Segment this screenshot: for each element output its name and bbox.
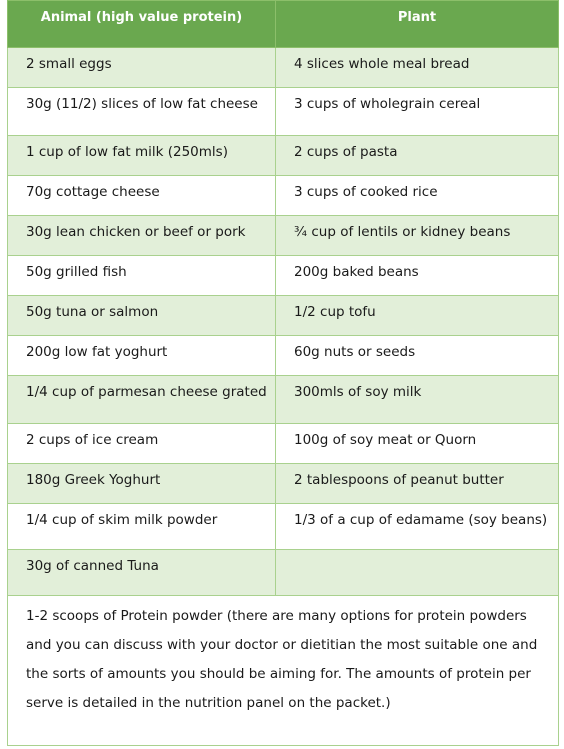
table-row: 30g of canned Tuna <box>7 549 559 596</box>
protein-powder-note: 1-2 scoops of Protein powder (there are … <box>7 595 559 746</box>
animal-cell: 180g Greek Yoghurt <box>7 463 276 504</box>
plant-cell: ¾ cup of lentils or kidney beans <box>275 215 559 256</box>
protein-sources-table: Animal (high value protein) Plant 2 smal… <box>7 0 559 746</box>
plant-cell: 60g nuts or seeds <box>275 335 559 376</box>
plant-cell: 3 cups of cooked rice <box>275 175 559 216</box>
table-row: 1/4 cup of parmesan cheese grated 300mls… <box>7 375 559 424</box>
animal-cell: 70g cottage cheese <box>7 175 276 216</box>
plant-cell: 4 slices whole meal bread <box>275 47 559 88</box>
table-row: 2 cups of ice cream 100g of soy meat or … <box>7 423 559 464</box>
table-row: 30g (11/2) slices of low fat cheese 3 cu… <box>7 87 559 136</box>
plant-cell: 2 cups of pasta <box>275 135 559 176</box>
plant-cell: 2 tablespoons of peanut butter <box>275 463 559 504</box>
table-header-row: Animal (high value protein) Plant <box>7 0 559 48</box>
animal-cell: 2 cups of ice cream <box>7 423 276 464</box>
animal-cell: 30g lean chicken or beef or pork <box>7 215 276 256</box>
plant-cell: 3 cups of wholegrain cereal <box>275 87 559 136</box>
table-row: 50g tuna or salmon 1/2 cup tofu <box>7 295 559 336</box>
animal-cell: 30g of canned Tuna <box>7 549 276 596</box>
table-row: 2 small eggs 4 slices whole meal bread <box>7 47 559 88</box>
table-row: 180g Greek Yoghurt 2 tablespoons of pean… <box>7 463 559 504</box>
table-row-footer: 1-2 scoops of Protein powder (there are … <box>7 595 559 746</box>
plant-cell: 200g baked beans <box>275 255 559 296</box>
animal-cell: 200g low fat yoghurt <box>7 335 276 376</box>
plant-cell <box>275 549 559 596</box>
table-row: 30g lean chicken or beef or pork ¾ cup o… <box>7 215 559 256</box>
table-row: 1/4 cup of skim milk powder 1/3 of a cup… <box>7 503 559 550</box>
plant-cell: 300mls of soy milk <box>275 375 559 424</box>
table-row: 70g cottage cheese 3 cups of cooked rice <box>7 175 559 216</box>
animal-cell: 50g tuna or salmon <box>7 295 276 336</box>
table-row: 50g grilled fish 200g baked beans <box>7 255 559 296</box>
header-animal: Animal (high value protein) <box>7 0 276 48</box>
plant-cell: 100g of soy meat or Quorn <box>275 423 559 464</box>
table-row: 200g low fat yoghurt 60g nuts or seeds <box>7 335 559 376</box>
animal-cell: 30g (11/2) slices of low fat cheese <box>7 87 276 136</box>
animal-cell: 1/4 cup of parmesan cheese grated <box>7 375 276 424</box>
animal-cell: 50g grilled fish <box>7 255 276 296</box>
plant-cell: 1/3 of a cup of edamame (soy beans) <box>275 503 559 550</box>
header-plant: Plant <box>275 0 559 48</box>
table-row: 1 cup of low fat milk (250mls) 2 cups of… <box>7 135 559 176</box>
animal-cell: 1 cup of low fat milk (250mls) <box>7 135 276 176</box>
animal-cell: 1/4 cup of skim milk powder <box>7 503 276 550</box>
plant-cell: 1/2 cup tofu <box>275 295 559 336</box>
animal-cell: 2 small eggs <box>7 47 276 88</box>
